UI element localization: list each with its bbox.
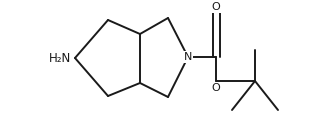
- Text: N: N: [184, 52, 192, 62]
- Text: H₂N: H₂N: [49, 51, 71, 64]
- Text: O: O: [212, 83, 220, 93]
- Text: O: O: [212, 2, 220, 12]
